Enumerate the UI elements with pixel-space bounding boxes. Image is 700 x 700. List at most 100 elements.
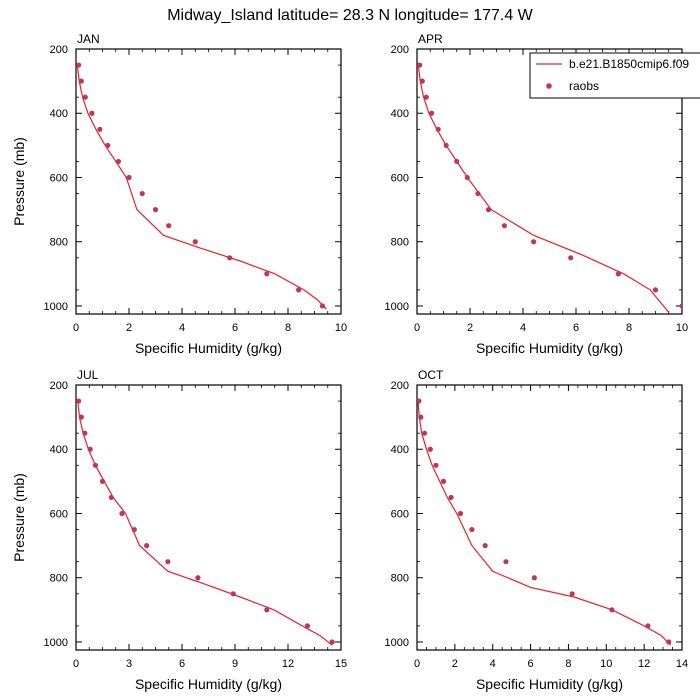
raobs-point bbox=[165, 559, 171, 565]
raobs-point bbox=[433, 462, 439, 468]
legend: b.e21.B1850cmip6.f09 raobs bbox=[529, 52, 700, 99]
raobs-point bbox=[457, 510, 464, 517]
x-tick-label: 9 bbox=[232, 658, 238, 670]
raobs-point bbox=[435, 126, 441, 132]
y-tick-label: 600 bbox=[50, 172, 68, 184]
x-tick-label: 2 bbox=[452, 658, 458, 670]
raobs-point bbox=[97, 126, 103, 132]
y-axis-title: Pressure (mb) bbox=[11, 137, 27, 226]
panel-label: APR bbox=[418, 32, 443, 46]
raobs-point bbox=[666, 639, 672, 645]
raobs-point bbox=[192, 239, 198, 245]
x-tick-label: 6 bbox=[528, 658, 534, 670]
raobs-point bbox=[503, 559, 509, 565]
data-layer bbox=[76, 62, 327, 310]
raobs-point bbox=[139, 190, 145, 197]
model-profile-line bbox=[417, 65, 670, 313]
raobs-point bbox=[230, 591, 236, 597]
raobs-point bbox=[89, 110, 95, 116]
x-tick-label: 0 bbox=[414, 322, 420, 334]
raobs-point bbox=[92, 462, 99, 468]
y-tick-label: 400 bbox=[50, 444, 68, 456]
x-tick-label: 14 bbox=[676, 658, 688, 670]
legend-marker-swatch bbox=[546, 83, 552, 89]
y-tick-label: 800 bbox=[50, 237, 68, 249]
raobs-point bbox=[78, 414, 84, 420]
x-tick-label: 0 bbox=[414, 658, 420, 670]
raobs-point bbox=[485, 207, 492, 213]
y-tick-label: 400 bbox=[391, 108, 409, 120]
x-tick-label: 0 bbox=[73, 658, 79, 670]
x-tick-label: 8 bbox=[626, 322, 632, 334]
y-tick-label: 800 bbox=[50, 573, 68, 585]
x-tick-label: 15 bbox=[335, 658, 347, 670]
raobs-point bbox=[531, 575, 537, 581]
raobs-point bbox=[82, 430, 88, 436]
x-tick-label: 6 bbox=[179, 658, 185, 670]
raobs-point bbox=[454, 158, 460, 165]
raobs-point bbox=[440, 478, 447, 484]
raobs-point bbox=[475, 190, 481, 197]
raobs-point bbox=[421, 430, 428, 436]
raobs-point bbox=[126, 174, 132, 181]
raobs-point bbox=[78, 78, 84, 84]
raobs-point bbox=[319, 303, 326, 309]
x-tick-label: 10 bbox=[335, 322, 347, 334]
raobs-point bbox=[417, 62, 423, 68]
y-tick-label: 600 bbox=[391, 172, 409, 184]
y-tick-label: 1000 bbox=[44, 637, 68, 649]
raobs-point bbox=[501, 223, 508, 229]
raobs-point bbox=[419, 78, 425, 84]
x-axis-title: Specific Humidity (g/kg) bbox=[135, 676, 282, 692]
raobs-point bbox=[615, 271, 622, 277]
raobs-point bbox=[108, 494, 114, 501]
raobs-point bbox=[531, 239, 537, 245]
x-tick-label: 4 bbox=[520, 322, 526, 334]
y-tick-label: 1000 bbox=[385, 301, 409, 313]
x-tick-label: 8 bbox=[565, 658, 571, 670]
raobs-point bbox=[423, 94, 429, 100]
raobs-point bbox=[195, 575, 201, 581]
legend-box bbox=[529, 52, 700, 99]
raobs-point bbox=[166, 223, 172, 229]
raobs-point bbox=[131, 526, 137, 533]
raobs-point bbox=[652, 287, 659, 293]
x-axis-title: Specific Humidity (g/kg) bbox=[135, 340, 282, 356]
x-tick-label: 2 bbox=[126, 322, 132, 334]
raobs-point bbox=[482, 543, 488, 549]
raobs-point bbox=[119, 510, 125, 517]
raobs-point bbox=[82, 94, 88, 100]
y-tick-label: 600 bbox=[50, 508, 68, 520]
x-tick-label: 12 bbox=[638, 658, 650, 670]
data-layer bbox=[76, 398, 335, 646]
plot-frame bbox=[75, 384, 342, 651]
panel-jul: JUL 0 3 6 9 12 15 200 400 600 800 1000 Specific Humi… bbox=[11, 368, 347, 692]
x-tick-label: 3 bbox=[126, 658, 132, 670]
raobs-point bbox=[87, 446, 93, 452]
x-tick-label: 12 bbox=[282, 658, 294, 670]
x-tick-label: 10 bbox=[676, 322, 688, 334]
y-tick-label: 800 bbox=[391, 237, 409, 249]
raobs-point bbox=[296, 287, 302, 293]
raobs-point bbox=[448, 494, 454, 501]
panel-jan: JAN 0 2 4 6 8 10 200 400 600 800 1000 Specific Humid… bbox=[11, 32, 347, 356]
y-tick-label: 1000 bbox=[44, 301, 68, 313]
x-tick-label: 10 bbox=[600, 658, 612, 670]
x-tick-label: 4 bbox=[490, 658, 496, 670]
raobs-point bbox=[568, 255, 574, 261]
y-tick-label: 400 bbox=[391, 444, 409, 456]
raobs-point bbox=[645, 623, 651, 629]
data-layer bbox=[417, 398, 672, 646]
x-tick-label: 2 bbox=[467, 322, 473, 334]
raobs-point bbox=[105, 142, 111, 148]
raobs-point bbox=[264, 607, 270, 613]
y-tick-label: 200 bbox=[391, 380, 409, 392]
raobs-point bbox=[427, 446, 433, 452]
raobs-point bbox=[304, 623, 311, 629]
raobs-point bbox=[76, 398, 82, 404]
x-tick-label: 0 bbox=[73, 322, 79, 334]
raobs-point bbox=[152, 207, 159, 213]
raobs-point bbox=[264, 271, 270, 277]
raobs-point bbox=[609, 607, 615, 613]
